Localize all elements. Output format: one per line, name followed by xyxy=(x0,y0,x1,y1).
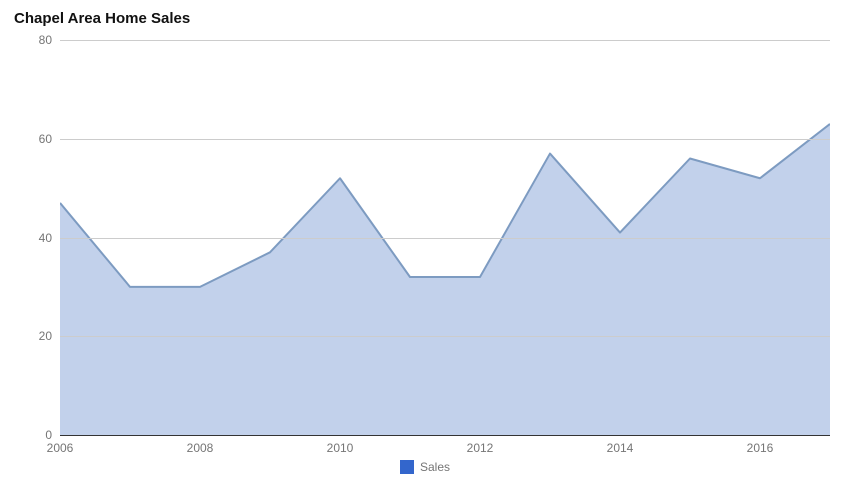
x-tick-label: 2010 xyxy=(327,441,354,455)
gridline xyxy=(60,336,830,337)
y-tick-label: 20 xyxy=(0,329,52,343)
x-tick-label: 2016 xyxy=(747,441,774,455)
x-tick-label: 2006 xyxy=(47,441,74,455)
plot-area xyxy=(60,40,830,435)
y-tick-label: 40 xyxy=(0,231,52,245)
y-tick-label: 60 xyxy=(0,132,52,146)
gridline xyxy=(60,435,830,436)
x-tick-label: 2012 xyxy=(467,441,494,455)
area-fill xyxy=(60,124,830,435)
chart-title: Chapel Area Home Sales xyxy=(14,10,190,27)
legend-swatch xyxy=(400,460,414,474)
y-tick-label: 80 xyxy=(0,33,52,47)
gridline xyxy=(60,238,830,239)
x-tick-label: 2008 xyxy=(187,441,214,455)
legend-label: Sales xyxy=(420,460,450,474)
gridline xyxy=(60,139,830,140)
y-tick-label: 0 xyxy=(0,428,52,442)
chart-container: Chapel Area Home Sales Sales 0 20 40 60 80 20… xyxy=(0,0,850,500)
legend: Sales xyxy=(0,460,850,474)
gridline xyxy=(60,40,830,41)
x-tick-label: 2014 xyxy=(607,441,634,455)
